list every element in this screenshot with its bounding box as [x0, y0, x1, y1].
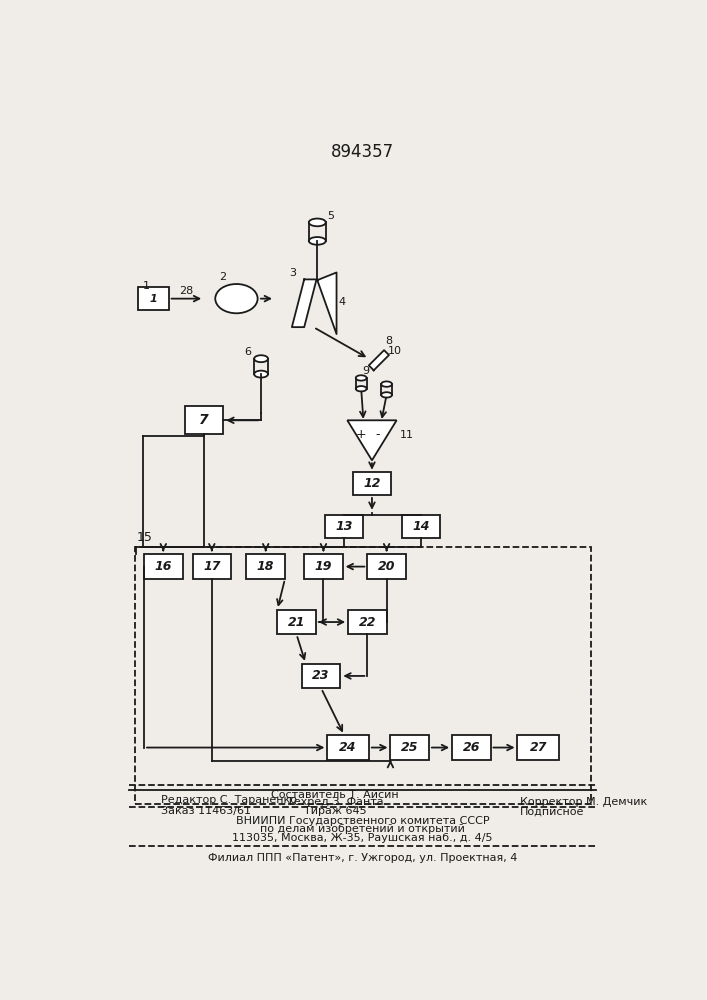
Ellipse shape [215, 284, 257, 313]
Bar [348, 610, 387, 634]
Bar [368, 554, 406, 579]
Text: 5: 5 [327, 211, 334, 221]
Bar [452, 735, 491, 760]
Text: 18: 18 [257, 560, 274, 573]
Ellipse shape [356, 386, 366, 391]
Bar [138, 287, 169, 310]
Bar [304, 554, 343, 579]
Text: 10: 10 [388, 346, 402, 356]
Text: 14: 14 [412, 520, 430, 533]
Polygon shape [347, 420, 397, 460]
Text: Заказ 11463/61: Заказ 11463/61 [161, 806, 251, 816]
Bar [277, 610, 316, 634]
Text: -: - [376, 428, 380, 441]
Text: 15: 15 [136, 531, 152, 544]
Bar [247, 554, 285, 579]
Polygon shape [317, 272, 337, 334]
Text: 24: 24 [339, 741, 357, 754]
Text: 22: 22 [358, 616, 376, 629]
Bar [353, 472, 391, 495]
Ellipse shape [309, 219, 326, 226]
Text: 8: 8 [385, 336, 392, 346]
Text: Подписное: Подписное [520, 806, 585, 816]
Text: Тираж 645: Тираж 645 [304, 806, 366, 816]
Bar [517, 735, 559, 760]
Text: 11: 11 [399, 430, 414, 440]
Ellipse shape [309, 237, 326, 245]
Text: 21: 21 [288, 616, 305, 629]
Text: 13: 13 [336, 520, 353, 533]
Text: 28: 28 [179, 286, 193, 296]
Text: 17: 17 [203, 560, 221, 573]
Text: Составитель Т. Айсин: Составитель Т. Айсин [271, 790, 399, 800]
Bar [135, 547, 590, 804]
Text: 3: 3 [288, 268, 296, 278]
Text: Корректор М. Демчик: Корректор М. Демчик [520, 797, 648, 807]
Text: ВНИИПИ Государственного комитета СССР: ВНИИПИ Государственного комитета СССР [235, 816, 489, 826]
Polygon shape [292, 279, 317, 327]
Text: +: + [356, 428, 366, 441]
Bar [325, 515, 363, 538]
Ellipse shape [381, 392, 392, 398]
Text: 7: 7 [199, 413, 209, 427]
Text: 894357: 894357 [330, 143, 394, 161]
Text: 9: 9 [362, 366, 369, 376]
Text: 4: 4 [338, 297, 345, 307]
Bar [327, 735, 369, 760]
Bar [402, 515, 440, 538]
Text: 1: 1 [143, 281, 149, 291]
Text: 19: 19 [315, 560, 332, 573]
Text: 25: 25 [401, 741, 419, 754]
Text: Техред З. Фанта: Техред З. Фанта [287, 797, 383, 807]
Bar [192, 554, 231, 579]
Text: по делам изобретений и открытий: по делам изобретений и открытий [260, 824, 464, 834]
Bar [302, 664, 340, 688]
Text: Редактор С. Тараненко: Редактор С. Тараненко [161, 795, 297, 805]
Polygon shape [369, 350, 389, 370]
Text: 6: 6 [244, 347, 251, 357]
Text: 2: 2 [219, 272, 227, 282]
Ellipse shape [356, 375, 366, 381]
Text: 113035, Москва, Ж-35, Раушская наб., д. 4/5: 113035, Москва, Ж-35, Раушская наб., д. … [232, 833, 493, 843]
Text: 12: 12 [363, 477, 380, 490]
Ellipse shape [254, 355, 268, 362]
Ellipse shape [381, 381, 392, 387]
Text: 20: 20 [378, 560, 395, 573]
Text: 16: 16 [155, 560, 172, 573]
Text: 27: 27 [530, 741, 547, 754]
Ellipse shape [254, 371, 268, 378]
Bar [390, 735, 429, 760]
Text: Филиал ППП «Патент», г. Ужгород, ул. Проектная, 4: Филиал ППП «Патент», г. Ужгород, ул. Про… [208, 853, 517, 863]
Text: 26: 26 [462, 741, 480, 754]
Text: 23: 23 [312, 669, 330, 682]
Bar [144, 554, 182, 579]
Text: 1: 1 [149, 294, 157, 304]
Bar [185, 406, 223, 434]
